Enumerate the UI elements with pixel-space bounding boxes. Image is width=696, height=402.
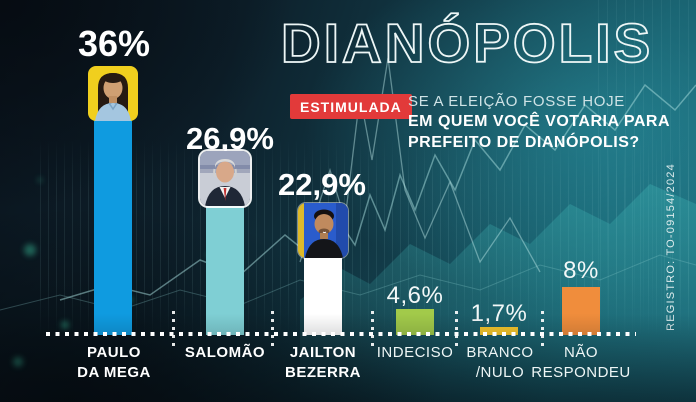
badge-estimulada: ESTIMULADA: [290, 94, 412, 119]
value-label-branco-nulo: 1,7%: [470, 300, 528, 327]
value-label-salomao: 26,9%: [186, 121, 274, 156]
candidate-photo-jailton-bezerra: [298, 203, 348, 258]
value-label-jailton-bezerra: 22,9%: [278, 167, 366, 202]
bar-jailton-bezerra: [304, 256, 342, 335]
registry-note: REGISTRO: TO-09154/2024: [665, 163, 677, 331]
value-label-nao-respondeu: 8%: [563, 257, 599, 284]
value-label-indeciso: 4,6%: [386, 282, 444, 309]
value-label-paulo-da-mega: 36%: [77, 23, 151, 64]
category-label-nao-respondeu: NÃO RESPONDEU: [531, 344, 631, 381]
page-title: DIANÓPOLIS: [280, 12, 654, 74]
bar-nao-respondeu: [562, 287, 600, 335]
question-line-2: EM QUEM VOCÊ VOTARIA PARA: [408, 113, 670, 130]
question-line-3: PREFEITO DE DIANÓPOLIS?: [408, 134, 640, 151]
baseline-dotted: [46, 332, 636, 336]
candidate-photo-paulo-da-mega: [88, 66, 138, 121]
candidate-photo-salomao: [200, 151, 250, 206]
bar-salomao: [206, 204, 244, 335]
question-line-1: SE A ELEIÇÃO FOSSE HOJE: [408, 93, 626, 110]
bar-paulo-da-mega: [94, 118, 132, 335]
